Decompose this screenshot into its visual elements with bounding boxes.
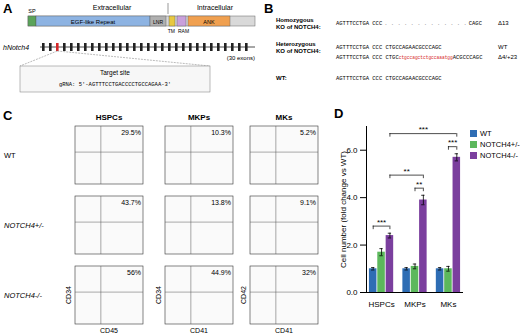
svg-text:TM: TM (168, 28, 175, 34)
svg-text:WT: WT (4, 151, 16, 160)
svg-text:44.9%: 44.9% (211, 269, 231, 276)
svg-text:MKs: MKs (440, 300, 456, 309)
svg-text:RAM: RAM (178, 28, 189, 34)
svg-text:AGTTTCCTGA CCC CTGCCAGAACGCCCA: AGTTTCCTGA CCC CTGCCAGAACGCCCAGC (336, 44, 442, 51)
svg-text:HSPCs: HSPCs (368, 300, 394, 309)
svg-text:A: A (3, 1, 13, 16)
svg-text:29.5%: 29.5% (121, 129, 141, 136)
svg-text:4.0: 4.0 (346, 193, 358, 203)
svg-text:AGTTTCCTGA CCC CTGCctgccagctct: AGTTTCCTGA CCC CTGCctgccagctctgccaaatggA… (336, 54, 483, 61)
svg-text:AGTTTCCTGA CCC. . . . . . . .: AGTTTCCTGA CCC. . . . . . . . . . . . .C… (336, 20, 483, 27)
svg-text:43.7%: 43.7% (121, 199, 141, 206)
svg-text:CD41: CD41 (275, 327, 293, 334)
svg-text:EGF-like Repeat: EGF-like Repeat (71, 19, 116, 25)
svg-text:***: *** (448, 138, 457, 147)
svg-text:56%: 56% (127, 269, 141, 276)
svg-text:13.8%: 13.8% (211, 199, 231, 206)
html-text:D: D (334, 106, 344, 121)
svg-text:SP: SP (28, 8, 36, 14)
svg-text:***: *** (419, 125, 428, 134)
svg-text:32%: 32% (302, 269, 316, 276)
svg-text:**: ** (404, 167, 410, 176)
svg-text:0.0: 0.0 (346, 288, 358, 297)
svg-text:C: C (3, 108, 13, 123)
svg-text:KO of NOTCH4:: KO of NOTCH4: (276, 48, 321, 54)
svg-text:Cell number (fold change vs WT: Cell number (fold change vs WT) (339, 151, 348, 268)
svg-text:2.0: 2.0 (346, 240, 358, 250)
svg-text:KO of NOTCH4:: KO of NOTCH4: (276, 24, 321, 30)
svg-text:HSPCs: HSPCs (96, 113, 123, 122)
html-text:WT: WT (480, 129, 492, 138)
svg-text:Target site: Target site (100, 69, 130, 77)
html-text:NOTCH4+/-: NOTCH4+/- (480, 140, 520, 149)
svg-text:MKPs: MKPs (188, 113, 211, 122)
svg-text:MKPs: MKPs (404, 300, 425, 309)
svg-text:9.1%: 9.1% (300, 199, 316, 206)
svg-text:NOTCH4-/-: NOTCH4-/- (4, 291, 42, 300)
svg-text:6.0: 6.0 (346, 145, 358, 155)
svg-text:Δ13: Δ13 (498, 20, 509, 26)
svg-text:CD41: CD41 (190, 327, 208, 334)
svg-text:hNotch4: hNotch4 (3, 44, 29, 51)
svg-text:LNR: LNR (153, 19, 163, 25)
svg-text:(30 exons): (30 exons) (227, 55, 255, 61)
svg-text:B: B (264, 1, 273, 16)
svg-text:Intracellular: Intracellular (197, 4, 234, 11)
svg-text:NOTCH4+/-: NOTCH4+/- (4, 221, 44, 230)
svg-text:5.2%: 5.2% (300, 129, 316, 136)
svg-text:MKs: MKs (276, 113, 293, 122)
svg-text:ANK: ANK (203, 19, 215, 25)
html-text:NOTCH4-/-: NOTCH4-/- (480, 151, 518, 160)
svg-text:***: *** (377, 218, 386, 227)
svg-text:**: ** (416, 180, 422, 189)
svg-text:Δ4/+23: Δ4/+23 (498, 54, 518, 60)
svg-text:WT:: WT: (276, 75, 287, 81)
svg-text:CD34: CD34 (155, 286, 162, 304)
svg-text:Homozygous: Homozygous (276, 17, 314, 23)
svg-text:Extracellular: Extracellular (93, 4, 132, 11)
svg-text:gRNA: 5'-AGTTTCCTGACCCCTGCCAGA: gRNA: 5'-AGTTTCCTGACCCCTGCCAGAA-3' (59, 81, 171, 88)
svg-text:CD42: CD42 (240, 286, 247, 304)
svg-text:WT: WT (498, 44, 508, 50)
svg-text:AGTTTCCTGA CCC CTGCCAGAACGCCCA: AGTTTCCTGA CCC CTGCCAGAACGCCCAGC (336, 75, 442, 82)
svg-text:10.3%: 10.3% (211, 129, 231, 136)
svg-text:CD45: CD45 (100, 327, 118, 334)
svg-text:Heterozygous: Heterozygous (276, 41, 316, 47)
svg-text:CD34: CD34 (65, 286, 72, 304)
